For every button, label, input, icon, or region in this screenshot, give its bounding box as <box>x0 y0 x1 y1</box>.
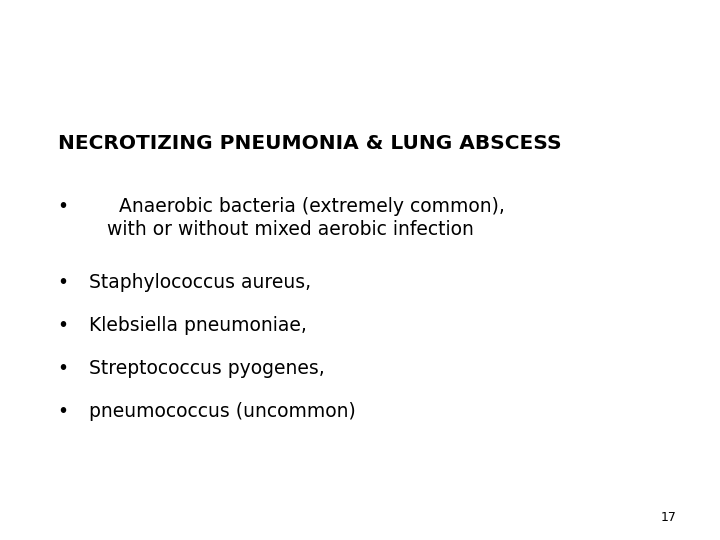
Text: pneumococcus (uncommon): pneumococcus (uncommon) <box>83 402 356 421</box>
Text: NECROTIZING PNEUMONIA & LUNG ABSCESS: NECROTIZING PNEUMONIA & LUNG ABSCESS <box>58 133 561 153</box>
Text: Streptococcus pyogenes,: Streptococcus pyogenes, <box>83 359 325 378</box>
Text: •: • <box>58 197 68 216</box>
Text: •: • <box>58 402 68 421</box>
Text: Klebsiella pneumoniae,: Klebsiella pneumoniae, <box>83 316 307 335</box>
Text: •: • <box>58 359 68 378</box>
Text: •: • <box>58 273 68 292</box>
Text: 17: 17 <box>661 511 677 524</box>
Text: Staphylococcus aureus,: Staphylococcus aureus, <box>83 273 311 292</box>
Text: Anaerobic bacteria (extremely common),
    with or without mixed aerobic infecti: Anaerobic bacteria (extremely common), w… <box>83 197 505 239</box>
Text: •: • <box>58 316 68 335</box>
